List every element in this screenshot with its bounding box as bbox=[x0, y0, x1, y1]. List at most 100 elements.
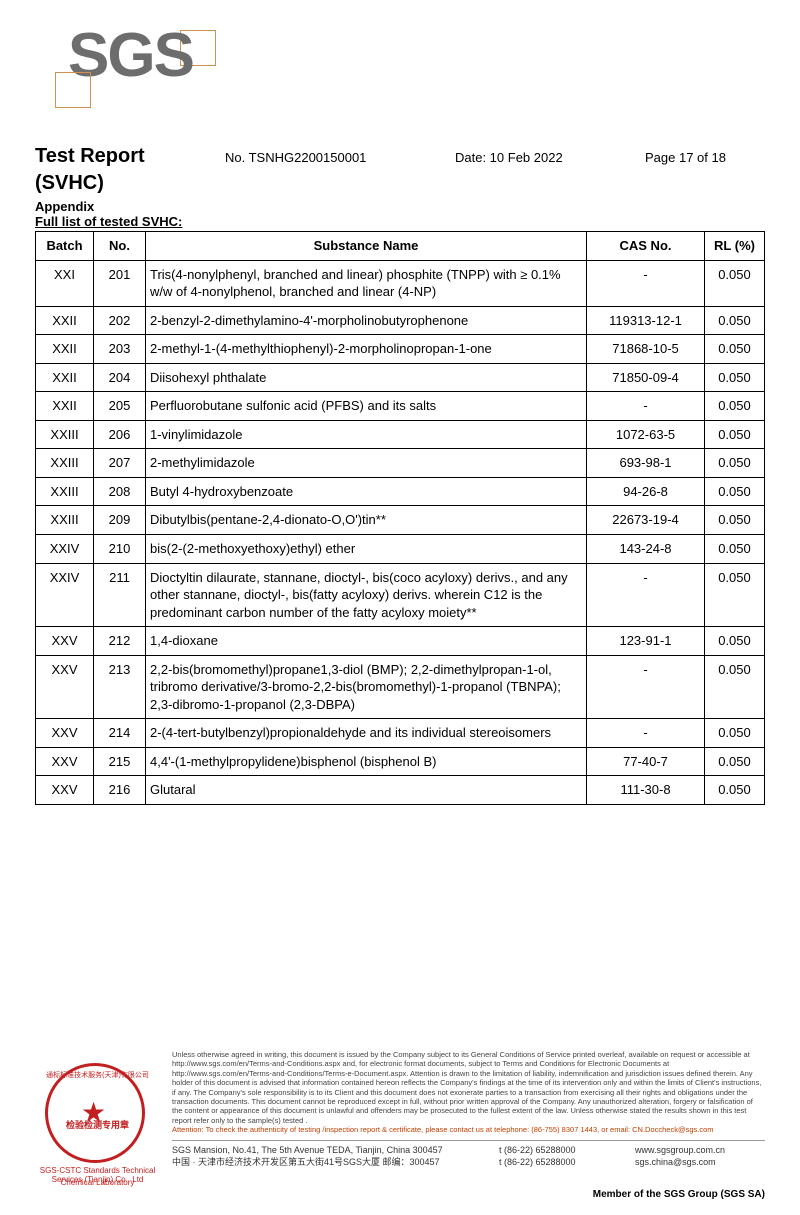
cell-no: 214 bbox=[94, 719, 146, 748]
cell-rl: 0.050 bbox=[705, 563, 765, 627]
cell-batch: XXI bbox=[36, 260, 94, 306]
cell-cas: 119313-12-1 bbox=[587, 306, 705, 335]
table-row: XXIV211Dioctyltin dilaurate, stannane, d… bbox=[36, 563, 765, 627]
fine-body: Unless otherwise agreed in writing, this… bbox=[172, 1050, 761, 1125]
cell-no: 201 bbox=[94, 260, 146, 306]
cell-no: 210 bbox=[94, 535, 146, 564]
cell-batch: XXIII bbox=[36, 477, 94, 506]
cell-sub: 1,4-dioxane bbox=[146, 627, 587, 656]
cell-no: 205 bbox=[94, 392, 146, 421]
cell-sub: 2-methylimidazole bbox=[146, 449, 587, 478]
stamp-text-cn: 检验检测专用章 bbox=[35, 1118, 160, 1131]
cell-rl: 0.050 bbox=[705, 420, 765, 449]
cell-cas: 143-24-8 bbox=[587, 535, 705, 564]
cell-batch: XXIV bbox=[36, 535, 94, 564]
table-row: XXIII208Butyl 4-hydroxybenzoate94-26-80.… bbox=[36, 477, 765, 506]
table-row: XXI201Tris(4-nonylphenyl, branched and l… bbox=[36, 260, 765, 306]
cell-sub: 2-methyl-1-(4-methylthiophenyl)-2-morpho… bbox=[146, 335, 587, 364]
cell-sub: 2-benzyl-2-dimethylamino-4'-morpholinobu… bbox=[146, 306, 587, 335]
report-header: Test Report No. TSNHG2200150001 Date: 10… bbox=[35, 145, 765, 168]
table-row: XXII2032-methyl-1-(4-methylthiophenyl)-2… bbox=[36, 335, 765, 364]
appendix-label: Appendix bbox=[35, 199, 765, 214]
cell-rl: 0.050 bbox=[705, 449, 765, 478]
cell-cas: - bbox=[587, 719, 705, 748]
cell-no: 212 bbox=[94, 627, 146, 656]
cell-rl: 0.050 bbox=[705, 392, 765, 421]
cell-sub: Perfluorobutane sulfonic acid (PFBS) and… bbox=[146, 392, 587, 421]
cell-no: 216 bbox=[94, 776, 146, 805]
cell-batch: XXII bbox=[36, 335, 94, 364]
cell-cas: 71850-09-4 bbox=[587, 363, 705, 392]
cell-batch: XXV bbox=[36, 627, 94, 656]
th-no: No. bbox=[94, 232, 146, 261]
cell-no: 213 bbox=[94, 655, 146, 719]
full-list-label: Full list of tested SVHC: bbox=[35, 214, 765, 229]
cell-cas: 77-40-7 bbox=[587, 747, 705, 776]
table-row: XXV2142-(4-tert-butylbenzyl)propionaldeh… bbox=[36, 719, 765, 748]
tel1: t (86-22) 65288000 bbox=[499, 1145, 619, 1156]
cell-rl: 0.050 bbox=[705, 477, 765, 506]
addr-en: SGS Mansion, No.41, The 5th Avenue TEDA,… bbox=[172, 1145, 483, 1156]
cell-rl: 0.050 bbox=[705, 506, 765, 535]
cell-rl: 0.050 bbox=[705, 306, 765, 335]
table-header-row: Batch No. Substance Name CAS No. RL (%) bbox=[36, 232, 765, 261]
table-row: XXII205Perfluorobutane sulfonic acid (PF… bbox=[36, 392, 765, 421]
cell-batch: XXII bbox=[36, 306, 94, 335]
cell-no: 209 bbox=[94, 506, 146, 535]
cell-rl: 0.050 bbox=[705, 719, 765, 748]
cell-sub: Glutaral bbox=[146, 776, 587, 805]
report-subtitle: (SVHC) bbox=[35, 172, 765, 195]
cell-sub: bis(2-(2-methoxyethoxy)ethyl) ether bbox=[146, 535, 587, 564]
cell-no: 204 bbox=[94, 363, 146, 392]
table-row: XXIII2072-methylimidazole693-98-10.050 bbox=[36, 449, 765, 478]
cell-batch: XXII bbox=[36, 392, 94, 421]
cell-sub: 2,2-bis(bromomethyl)propane1,3-diol (BMP… bbox=[146, 655, 587, 719]
table-row: XXII204Diisohexyl phthalate71850-09-40.0… bbox=[36, 363, 765, 392]
table-row: XXV216Glutaral111-30-80.050 bbox=[36, 776, 765, 805]
fine-attention: Attention: To check the authenticity of … bbox=[172, 1125, 714, 1134]
report-date: Date: 10 Feb 2022 bbox=[455, 150, 645, 165]
company-stamp: 通标标准技术服务(天津)有限公司 ★ 检验检测专用章 SGS-CSTC Stan… bbox=[35, 1058, 160, 1183]
cell-cas: 111-30-8 bbox=[587, 776, 705, 805]
cell-cas: 22673-19-4 bbox=[587, 506, 705, 535]
stamp-label-lab: Chemical Laboratory bbox=[30, 1178, 165, 1187]
cell-cas: 71868-10-5 bbox=[587, 335, 705, 364]
cell-batch: XXII bbox=[36, 363, 94, 392]
cell-rl: 0.050 bbox=[705, 655, 765, 719]
member-line: Member of the SGS Group (SGS SA) bbox=[35, 1189, 765, 1200]
table-row: XXV2132,2-bis(bromomethyl)propane1,3-dio… bbox=[36, 655, 765, 719]
addr-cn: 中国 · 天津市经济技术开发区第五大街41号SGS大厦 邮编：300457 bbox=[172, 1157, 483, 1168]
table-row: XXIII209Dibutylbis(pentane-2,4-dionato-O… bbox=[36, 506, 765, 535]
cell-batch: XXIII bbox=[36, 449, 94, 478]
table-row: XXIV210bis(2-(2-methoxyethoxy)ethyl) eth… bbox=[36, 535, 765, 564]
cell-cas: - bbox=[587, 655, 705, 719]
cell-cas: 94-26-8 bbox=[587, 477, 705, 506]
cell-no: 207 bbox=[94, 449, 146, 478]
cell-cas: - bbox=[587, 392, 705, 421]
cell-sub: Tris(4-nonylphenyl, branched and linear)… bbox=[146, 260, 587, 306]
cell-sub: Butyl 4-hydroxybenzoate bbox=[146, 477, 587, 506]
cell-no: 203 bbox=[94, 335, 146, 364]
cell-batch: XXIII bbox=[36, 420, 94, 449]
cell-batch: XXV bbox=[36, 719, 94, 748]
cell-rl: 0.050 bbox=[705, 363, 765, 392]
cell-sub: Dibutylbis(pentane-2,4-dionato-O,O')tin*… bbox=[146, 506, 587, 535]
th-batch: Batch bbox=[36, 232, 94, 261]
th-cas: CAS No. bbox=[587, 232, 705, 261]
th-substance: Substance Name bbox=[146, 232, 587, 261]
footer: 通标标准技术服务(天津)有限公司 ★ 检验检测专用章 SGS-CSTC Stan… bbox=[0, 1050, 800, 1215]
cell-rl: 0.050 bbox=[705, 627, 765, 656]
cell-no: 206 bbox=[94, 420, 146, 449]
cell-batch: XXIV bbox=[36, 563, 94, 627]
cell-sub: 1-vinylimidazole bbox=[146, 420, 587, 449]
cell-batch: XXV bbox=[36, 655, 94, 719]
table-row: XXV2154,4'-(1-methylpropylidene)bispheno… bbox=[36, 747, 765, 776]
table-row: XXII2022-benzyl-2-dimethylamino-4'-morph… bbox=[36, 306, 765, 335]
cell-rl: 0.050 bbox=[705, 335, 765, 364]
report-number: No. TSNHG2200150001 bbox=[225, 150, 455, 165]
report-page: Page 17 of 18 bbox=[645, 150, 726, 165]
cell-sub: 2-(4-tert-butylbenzyl)propionaldehyde an… bbox=[146, 719, 587, 748]
cell-rl: 0.050 bbox=[705, 747, 765, 776]
cell-cas: 123-91-1 bbox=[587, 627, 705, 656]
cell-batch: XXV bbox=[36, 776, 94, 805]
